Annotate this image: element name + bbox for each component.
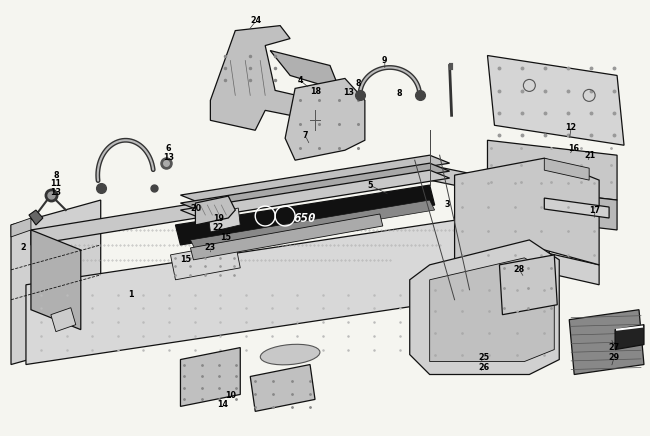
Text: 27: 27 xyxy=(608,343,619,352)
Text: 25: 25 xyxy=(478,353,489,362)
Polygon shape xyxy=(31,240,599,330)
Text: 14: 14 xyxy=(217,400,228,409)
Text: 15: 15 xyxy=(180,255,191,264)
Polygon shape xyxy=(544,158,589,180)
Ellipse shape xyxy=(260,344,320,365)
Text: 18: 18 xyxy=(311,87,322,96)
Polygon shape xyxy=(190,200,435,250)
Polygon shape xyxy=(11,200,101,364)
Text: 1: 1 xyxy=(128,290,133,299)
Text: 15: 15 xyxy=(220,233,231,242)
Text: 12: 12 xyxy=(566,123,577,132)
Polygon shape xyxy=(615,325,644,350)
Text: 29: 29 xyxy=(608,353,619,362)
Text: 28: 28 xyxy=(514,266,525,274)
Text: 16: 16 xyxy=(567,144,578,153)
Polygon shape xyxy=(26,215,549,364)
Polygon shape xyxy=(430,258,554,361)
Text: 24: 24 xyxy=(251,16,262,25)
Polygon shape xyxy=(209,208,240,232)
Text: 8: 8 xyxy=(397,89,402,98)
Polygon shape xyxy=(11,218,31,237)
Polygon shape xyxy=(181,155,450,203)
Polygon shape xyxy=(51,308,76,332)
Text: 10: 10 xyxy=(225,391,236,400)
Polygon shape xyxy=(170,243,240,280)
Text: 26: 26 xyxy=(478,363,489,372)
Text: 3: 3 xyxy=(445,200,450,208)
Polygon shape xyxy=(176,185,435,245)
Text: 20: 20 xyxy=(191,204,202,212)
Polygon shape xyxy=(270,51,340,90)
Polygon shape xyxy=(544,198,609,218)
Polygon shape xyxy=(250,364,315,412)
Text: 11: 11 xyxy=(50,179,61,187)
Text: 19: 19 xyxy=(213,214,224,222)
Polygon shape xyxy=(410,240,559,375)
Text: 8: 8 xyxy=(355,79,361,88)
Polygon shape xyxy=(569,310,644,375)
Text: 7: 7 xyxy=(302,131,308,140)
Text: 13: 13 xyxy=(50,187,61,197)
Text: 4: 4 xyxy=(297,76,303,85)
Text: 8: 8 xyxy=(53,170,58,180)
Text: 21: 21 xyxy=(584,151,595,160)
Text: 22: 22 xyxy=(213,224,224,232)
Text: 13: 13 xyxy=(163,153,174,162)
Polygon shape xyxy=(181,347,240,406)
Polygon shape xyxy=(454,158,599,265)
Polygon shape xyxy=(488,55,624,145)
Polygon shape xyxy=(29,210,43,225)
Polygon shape xyxy=(488,185,617,230)
Polygon shape xyxy=(499,255,557,315)
Text: 5: 5 xyxy=(367,181,372,190)
Text: 2: 2 xyxy=(20,243,26,252)
Polygon shape xyxy=(181,163,450,211)
Polygon shape xyxy=(190,214,383,260)
Text: 650: 650 xyxy=(294,211,317,225)
Polygon shape xyxy=(488,140,617,200)
Text: 23: 23 xyxy=(205,243,216,252)
Text: 17: 17 xyxy=(590,205,601,215)
Polygon shape xyxy=(211,26,340,130)
Text: 9: 9 xyxy=(382,56,387,65)
Text: 13: 13 xyxy=(343,88,354,97)
Polygon shape xyxy=(31,310,81,350)
Polygon shape xyxy=(181,170,450,218)
Polygon shape xyxy=(31,165,599,245)
Text: 6: 6 xyxy=(166,144,171,153)
Polygon shape xyxy=(31,230,81,330)
Polygon shape xyxy=(196,196,235,225)
Polygon shape xyxy=(285,78,365,160)
